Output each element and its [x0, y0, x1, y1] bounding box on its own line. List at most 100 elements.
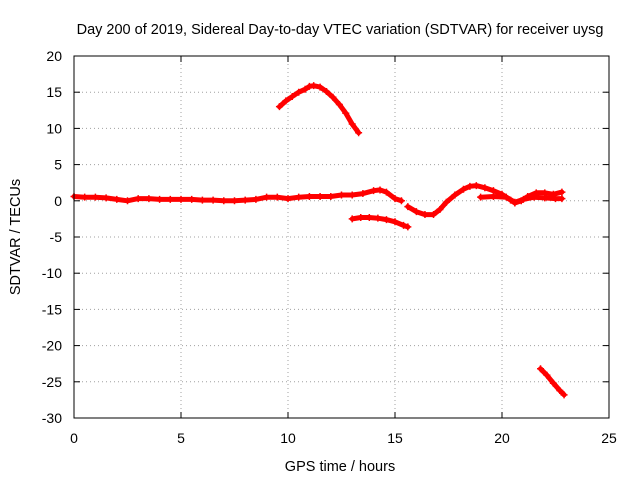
data-point — [310, 82, 318, 90]
data-point — [288, 93, 296, 101]
data-point — [273, 193, 281, 201]
data-point — [342, 109, 350, 117]
data-point — [327, 192, 335, 200]
data-point — [382, 216, 390, 224]
y-tick-label: -5 — [50, 229, 63, 245]
data-point — [335, 101, 343, 109]
data-point — [466, 182, 474, 190]
data-points — [70, 82, 568, 399]
data-point — [113, 195, 121, 203]
x-tick-label: 25 — [601, 430, 617, 446]
data-point — [481, 184, 489, 192]
data-point — [519, 195, 527, 203]
data-point — [400, 221, 408, 229]
data-point — [549, 379, 557, 387]
data-point — [541, 194, 549, 202]
data-point — [323, 87, 331, 95]
data-point — [404, 223, 412, 231]
data-point — [391, 218, 399, 226]
data-point — [359, 190, 367, 198]
data-point — [560, 391, 568, 399]
data-point — [124, 197, 131, 205]
data-point — [382, 188, 390, 196]
data-point — [316, 192, 324, 200]
data-point — [295, 193, 303, 201]
y-tick-label: 10 — [46, 120, 62, 136]
x-tick-label: 20 — [494, 430, 510, 446]
data-point — [166, 195, 174, 203]
tick-labels: 0 5 10 15 20 25 20 15 10 5 0 -5 -10 -15 -20 -25 -30 — [42, 48, 617, 446]
data-point — [365, 213, 373, 221]
y-tick-label: -15 — [42, 301, 62, 317]
chart-title: Day 200 of 2019, Sidereal Day-to-day VTE… — [77, 22, 604, 38]
data-point — [81, 193, 89, 201]
y-tick-label: -25 — [42, 374, 62, 390]
data-point — [209, 196, 217, 204]
data-point — [91, 193, 99, 201]
data-point — [442, 198, 450, 206]
data-point — [511, 198, 519, 206]
series-trace — [276, 83, 362, 136]
data-point — [391, 195, 399, 203]
data-point — [472, 182, 480, 190]
data-point — [145, 195, 153, 203]
data-point — [241, 196, 249, 204]
y-axis-label: SDTVAR / TECUs — [8, 179, 24, 295]
data-point — [430, 211, 438, 219]
data-point — [348, 215, 356, 223]
series-arc-negative — [348, 213, 412, 231]
data-point — [397, 197, 405, 205]
data-point — [558, 195, 566, 203]
data-point — [530, 193, 538, 201]
data-point — [275, 103, 283, 111]
data-point — [295, 88, 303, 96]
data-point — [552, 195, 559, 203]
data-point — [316, 83, 324, 91]
data-point — [220, 197, 228, 205]
y-tick-label: 5 — [54, 157, 62, 173]
data-point — [370, 187, 378, 195]
x-axis-label: GPS time / hours — [285, 459, 395, 475]
y-tick-label: 20 — [46, 48, 62, 64]
data-point — [355, 129, 363, 137]
series-arc-lower — [477, 192, 566, 206]
y-tick-label: 15 — [46, 84, 62, 100]
y-tick-label: 0 — [54, 193, 62, 209]
data-point — [489, 192, 497, 200]
data-point — [348, 191, 356, 199]
x-tick-label: 0 — [70, 430, 78, 446]
grid-lines — [74, 56, 609, 418]
axis-ticks — [73, 55, 610, 419]
data-point — [404, 203, 412, 211]
series-arc-deep — [537, 365, 568, 399]
data-point — [198, 196, 206, 204]
series-arc-main — [70, 186, 405, 205]
data-point — [305, 192, 313, 200]
data-point — [301, 85, 309, 93]
data-point — [263, 193, 271, 201]
data-point — [329, 93, 337, 101]
data-point — [188, 195, 196, 203]
data-point — [177, 195, 185, 203]
data-point — [284, 195, 292, 203]
data-point — [252, 195, 260, 203]
data-point — [231, 197, 238, 205]
y-tick-label: -30 — [42, 410, 62, 426]
data-point — [543, 371, 551, 379]
data-point — [477, 193, 485, 201]
data-point — [374, 214, 382, 222]
data-point — [459, 185, 467, 193]
data-point — [451, 191, 459, 199]
x-tick-label: 10 — [280, 430, 296, 446]
data-point — [376, 186, 384, 194]
data-point — [357, 213, 365, 221]
y-tick-label: -20 — [42, 338, 62, 354]
x-tick-label: 15 — [387, 430, 403, 446]
data-point — [502, 193, 510, 201]
data-point — [558, 188, 566, 196]
data-point — [537, 365, 545, 373]
data-point — [134, 195, 142, 203]
data-point — [282, 97, 290, 105]
data-point — [338, 191, 345, 199]
